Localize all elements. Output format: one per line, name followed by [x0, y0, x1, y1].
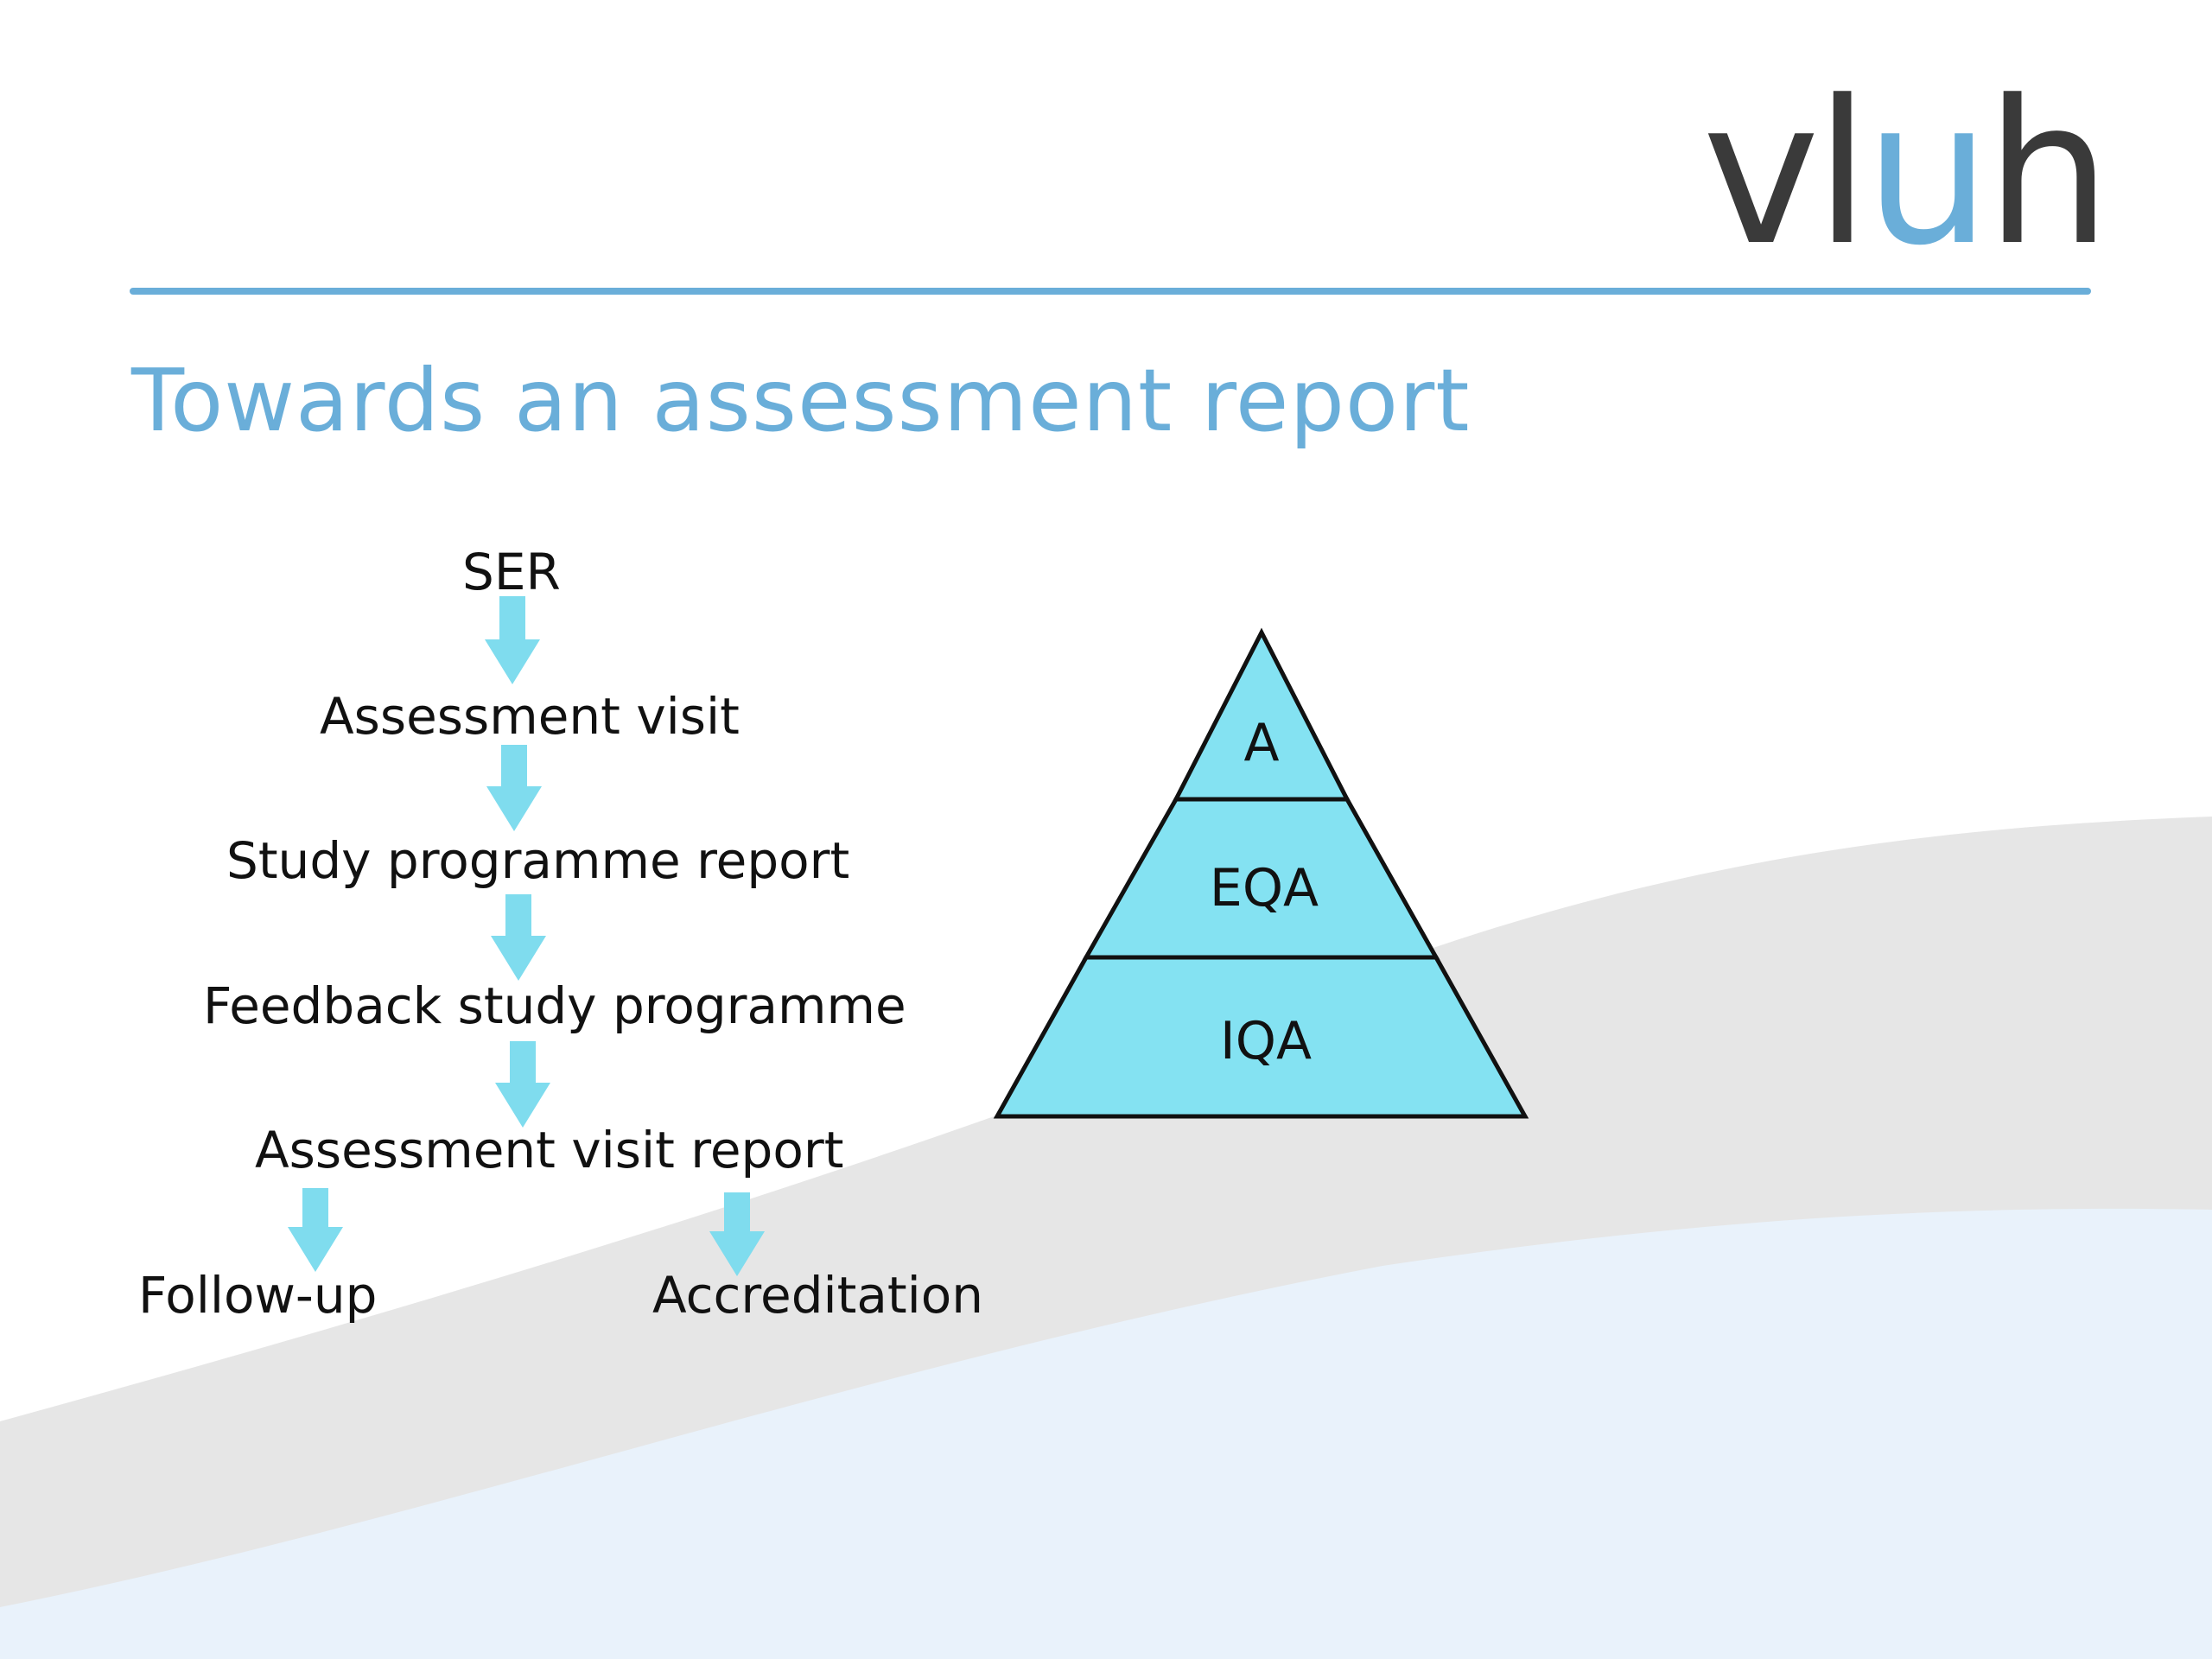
logo-text-u: u [1865, 73, 1986, 272]
flow-branch-follow-up: Follow-up [138, 1266, 378, 1325]
logo-text-vl: vl [1702, 73, 1865, 272]
light-blue-wave [0, 1208, 2212, 1659]
flow-step-feedback-study-programme: Feedback study programme [203, 976, 906, 1035]
down-arrow-icon [495, 1041, 550, 1128]
flow-step-assessment-visit-report: Assessment visit report [255, 1121, 844, 1179]
header-rule [130, 288, 2091, 295]
vluhr-logo: vluhr [1702, 73, 2100, 272]
down-arrow-icon [491, 894, 546, 981]
pyramid-label-a: A [1243, 713, 1279, 773]
page-title: Towards an assessment report [131, 350, 1471, 451]
pyramid-level-base [993, 955, 1529, 1119]
pyramid-label-iqa: IQA [1220, 1011, 1312, 1071]
flow-step-assessment-visit: Assessment visit [320, 687, 740, 746]
flow-branch-accreditation: Accreditation [652, 1266, 984, 1325]
down-arrow-icon [288, 1188, 343, 1272]
down-arrow-icon [486, 745, 542, 831]
down-arrow-icon [485, 596, 540, 684]
flow-step-ser: SER [462, 543, 561, 601]
logo-text-hr: hr [1986, 73, 2100, 272]
pyramid-label-eqa: EQA [1210, 858, 1319, 918]
svg-text:vluhr: vluhr [1702, 73, 2100, 272]
down-arrow-icon [709, 1192, 765, 1276]
quality-pyramid: A EQA IQA [993, 627, 1529, 1119]
flow-step-study-programme-report: Study programme report [226, 831, 850, 890]
